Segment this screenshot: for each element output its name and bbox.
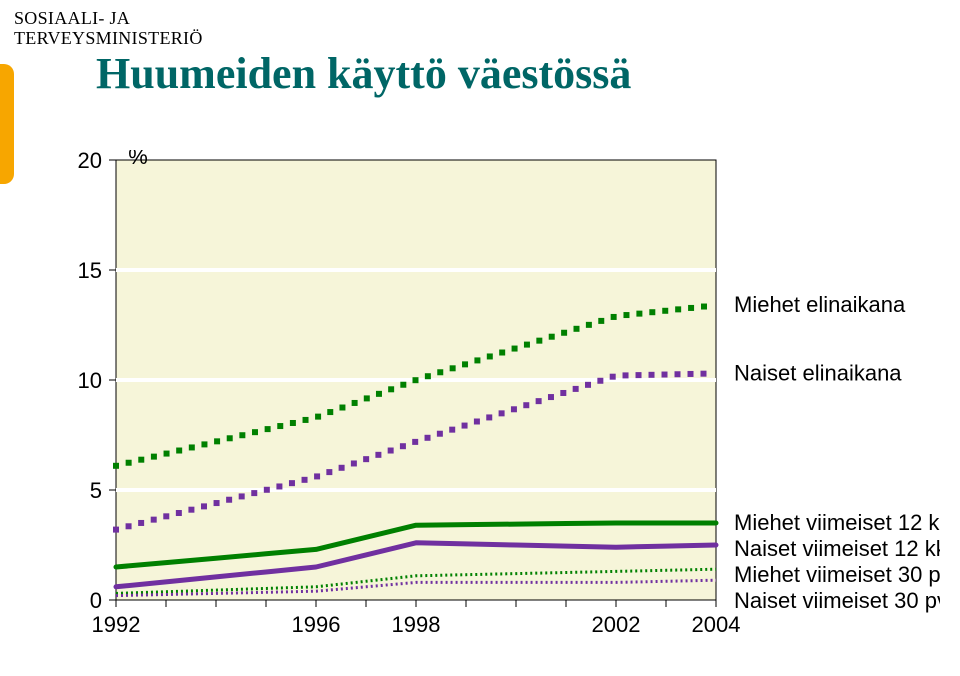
legend-label: Miehet viimeiset 12 kk bbox=[734, 510, 940, 535]
percent-label: % bbox=[128, 150, 148, 169]
x-tick-label: 1998 bbox=[392, 612, 441, 637]
x-tick-label: 1996 bbox=[292, 612, 341, 637]
ministry-logo-strip bbox=[0, 64, 14, 184]
ministry-line1: SOSIAALI- JA bbox=[14, 8, 130, 28]
legend-label: Naiset elinaikana bbox=[734, 360, 902, 385]
y-tick-label: 20 bbox=[78, 150, 102, 173]
legend-label: Naiset viimeiset 12 kk bbox=[734, 536, 940, 561]
y-tick-label: 0 bbox=[90, 588, 102, 613]
ministry-name: SOSIAALI- JA TERVEYSMINISTERIÖ bbox=[14, 8, 203, 48]
legend-label: Miehet elinaikana bbox=[734, 292, 906, 317]
legend-label: Naiset viimeiset 30 pv bbox=[734, 588, 940, 613]
ministry-line2: TERVEYSMINISTERIÖ bbox=[14, 28, 203, 48]
x-tick-label: 2004 bbox=[692, 612, 741, 637]
drug-use-chart: 0 5 10 15 20 1992 1996 1998 2002 2004% Miehet elin… bbox=[60, 150, 940, 660]
page-title: Huumeiden käyttö väestössä bbox=[96, 48, 631, 99]
legend-label: Miehet viimeiset 30 pv bbox=[734, 562, 940, 587]
y-tick-label: 10 bbox=[78, 368, 102, 393]
y-tick-label: 15 bbox=[78, 258, 102, 283]
y-tick-label: 5 bbox=[90, 478, 102, 503]
chart-svg: 0 5 10 15 20 1992 1996 1998 2002 2004% Miehet elin… bbox=[60, 150, 940, 660]
x-tick-label: 1992 bbox=[92, 612, 141, 637]
x-tick-label: 2002 bbox=[592, 612, 641, 637]
